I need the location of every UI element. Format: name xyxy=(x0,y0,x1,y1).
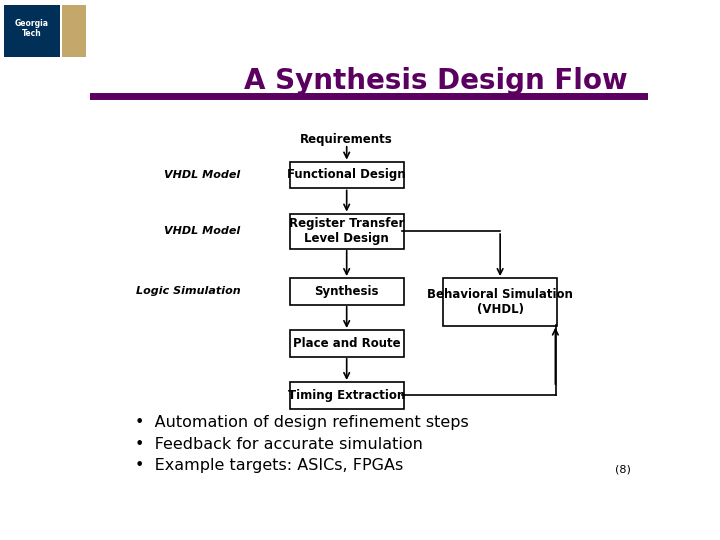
FancyBboxPatch shape xyxy=(444,278,557,326)
Bar xyxy=(62,5,86,57)
Bar xyxy=(4,5,60,57)
Text: Place and Route: Place and Route xyxy=(293,337,400,350)
FancyBboxPatch shape xyxy=(289,161,404,188)
Text: VHDL Model: VHDL Model xyxy=(164,226,240,236)
FancyBboxPatch shape xyxy=(289,330,404,357)
Text: •  Automation of design refinement steps: • Automation of design refinement steps xyxy=(135,415,469,430)
Text: Georgia
Tech: Georgia Tech xyxy=(14,19,49,38)
Text: A Synthesis Design Flow: A Synthesis Design Flow xyxy=(244,68,628,96)
FancyBboxPatch shape xyxy=(289,214,404,248)
Text: Requirements: Requirements xyxy=(300,133,393,146)
Text: Behavioral Simulation
(VHDL): Behavioral Simulation (VHDL) xyxy=(427,288,573,316)
Text: (8): (8) xyxy=(616,464,631,474)
FancyBboxPatch shape xyxy=(289,382,404,409)
Text: •  Feedback for accurate simulation: • Feedback for accurate simulation xyxy=(135,436,423,451)
Text: Register Transfer
Level Design: Register Transfer Level Design xyxy=(289,217,405,245)
Text: Timing Extraction: Timing Extraction xyxy=(288,389,405,402)
Text: Functional Design: Functional Design xyxy=(287,168,406,181)
FancyBboxPatch shape xyxy=(289,278,404,305)
Text: Logic Simulation: Logic Simulation xyxy=(136,286,240,296)
Text: •  Example targets: ASICs, FPGAs: • Example targets: ASICs, FPGAs xyxy=(135,458,403,473)
Text: Synthesis: Synthesis xyxy=(315,285,379,298)
Text: VHDL Model: VHDL Model xyxy=(164,170,240,180)
